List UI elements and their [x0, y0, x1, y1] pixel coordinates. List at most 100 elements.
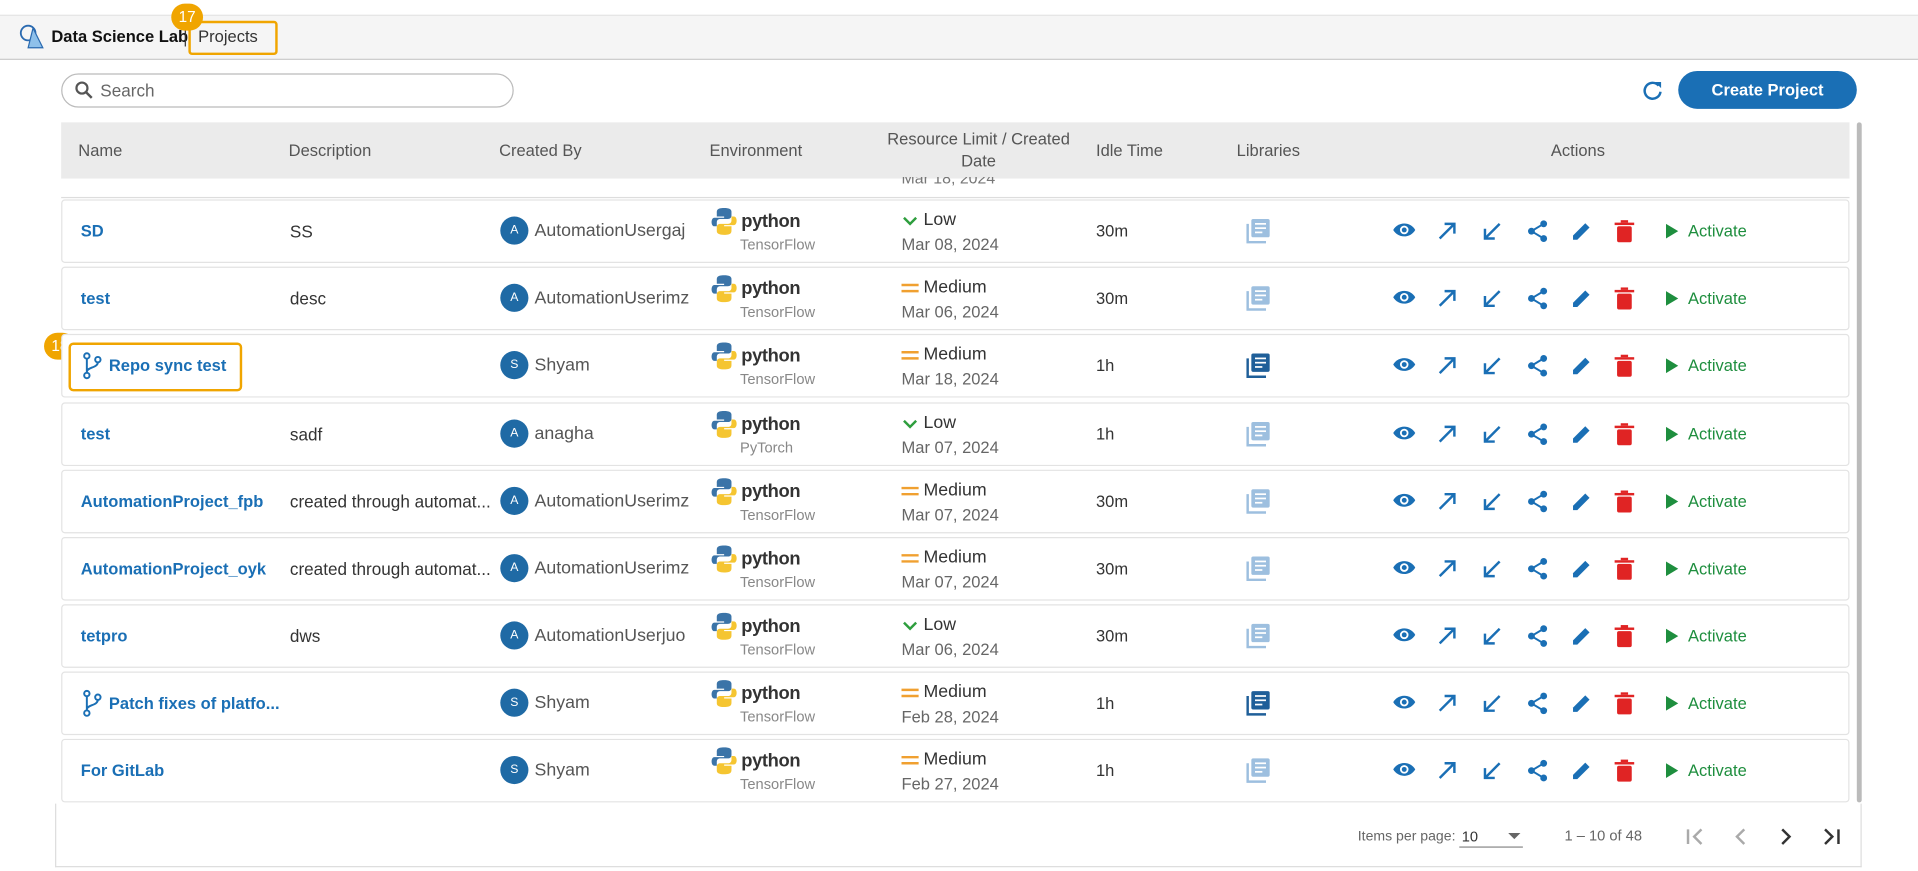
next-page-button[interactable]	[1776, 827, 1796, 847]
activate-action[interactable]: Activate	[1688, 492, 1747, 510]
libraries-icon[interactable]	[1246, 624, 1270, 648]
view-icon[interactable]	[1392, 558, 1416, 580]
project-name[interactable]: AutomationProject_oyk	[81, 560, 266, 578]
play-icon[interactable]	[1666, 696, 1678, 711]
page-size-arrow[interactable]	[1508, 833, 1520, 840]
edit-icon[interactable]	[1571, 220, 1595, 242]
delete-icon[interactable]	[1613, 220, 1637, 242]
delete-icon[interactable]	[1613, 558, 1637, 580]
push-icon[interactable]	[1436, 220, 1460, 242]
activate-action[interactable]: Activate	[1688, 425, 1747, 443]
pull-icon[interactable]	[1481, 760, 1505, 782]
edit-icon[interactable]	[1571, 355, 1595, 377]
libraries-icon[interactable]	[1246, 758, 1270, 782]
play-icon[interactable]	[1666, 224, 1678, 239]
play-icon[interactable]	[1666, 358, 1678, 373]
push-icon[interactable]	[1436, 760, 1460, 782]
project-name[interactable]: test	[81, 289, 110, 307]
push-icon[interactable]	[1436, 558, 1460, 580]
push-icon[interactable]	[1436, 355, 1460, 377]
push-icon[interactable]	[1436, 287, 1460, 309]
delete-icon[interactable]	[1613, 625, 1637, 647]
delete-icon[interactable]	[1613, 760, 1637, 782]
view-icon[interactable]	[1392, 491, 1416, 513]
edit-icon[interactable]	[1571, 423, 1595, 445]
pull-icon[interactable]	[1481, 692, 1505, 714]
play-icon[interactable]	[1666, 629, 1678, 644]
create-project-button[interactable]: Create Project	[1678, 71, 1857, 109]
project-name[interactable]: tetpro	[81, 627, 128, 645]
activate-action[interactable]: Activate	[1688, 694, 1747, 712]
libraries-icon[interactable]	[1246, 219, 1270, 243]
share-icon[interactable]	[1527, 220, 1551, 242]
view-icon[interactable]	[1392, 625, 1416, 647]
project-description: sadf	[290, 424, 322, 444]
refresh-icon[interactable]	[1642, 80, 1664, 102]
activate-action[interactable]: Activate	[1688, 560, 1747, 578]
share-icon[interactable]	[1527, 692, 1551, 714]
delete-icon[interactable]	[1613, 287, 1637, 309]
pull-icon[interactable]	[1481, 491, 1505, 513]
share-icon[interactable]	[1527, 760, 1551, 782]
share-icon[interactable]	[1527, 355, 1551, 377]
project-name[interactable]: AutomationProject_fpb	[81, 492, 264, 510]
activate-action[interactable]: Activate	[1688, 222, 1747, 240]
play-icon[interactable]	[1666, 291, 1678, 306]
libraries-icon[interactable]	[1246, 354, 1270, 378]
project-name[interactable]: For GitLab	[81, 761, 164, 779]
prev-page-button[interactable]	[1731, 827, 1751, 847]
activate-action[interactable]: Activate	[1688, 357, 1747, 375]
activate-action[interactable]: Activate	[1688, 761, 1747, 779]
first-page-button[interactable]	[1686, 827, 1706, 847]
edit-icon[interactable]	[1571, 692, 1595, 714]
page-size[interactable]: 10	[1462, 828, 1478, 845]
push-icon[interactable]	[1436, 491, 1460, 513]
push-icon[interactable]	[1436, 692, 1460, 714]
last-page-button[interactable]	[1821, 827, 1841, 847]
breadcrumb[interactable]: Projects	[198, 28, 258, 46]
play-icon[interactable]	[1666, 561, 1678, 576]
project-name[interactable]: test	[81, 425, 110, 443]
pull-icon[interactable]	[1481, 287, 1505, 309]
pull-icon[interactable]	[1481, 423, 1505, 445]
share-icon[interactable]	[1527, 423, 1551, 445]
play-icon[interactable]	[1666, 763, 1678, 778]
pull-icon[interactable]	[1481, 355, 1505, 377]
edit-icon[interactable]	[1571, 558, 1595, 580]
view-icon[interactable]	[1392, 423, 1416, 445]
view-icon[interactable]	[1392, 287, 1416, 309]
activate-action[interactable]: Activate	[1688, 289, 1747, 307]
edit-icon[interactable]	[1571, 760, 1595, 782]
edit-icon[interactable]	[1571, 625, 1595, 647]
libraries-icon[interactable]	[1246, 691, 1270, 715]
push-icon[interactable]	[1436, 423, 1460, 445]
delete-icon[interactable]	[1613, 423, 1637, 445]
edit-icon[interactable]	[1571, 491, 1595, 513]
activate-action[interactable]: Activate	[1688, 627, 1747, 645]
edit-icon[interactable]	[1571, 287, 1595, 309]
libraries-icon[interactable]	[1246, 286, 1270, 310]
share-icon[interactable]	[1527, 287, 1551, 309]
delete-icon[interactable]	[1613, 692, 1637, 714]
project-name[interactable]: SD	[81, 222, 104, 240]
project-name[interactable]: Patch fixes of platfo...	[109, 694, 280, 712]
pull-icon[interactable]	[1481, 558, 1505, 580]
view-icon[interactable]	[1392, 220, 1416, 242]
delete-icon[interactable]	[1613, 491, 1637, 513]
play-icon[interactable]	[1666, 494, 1678, 509]
delete-icon[interactable]	[1613, 355, 1637, 377]
view-icon[interactable]	[1392, 760, 1416, 782]
pull-icon[interactable]	[1481, 220, 1505, 242]
share-icon[interactable]	[1527, 625, 1551, 647]
libraries-icon[interactable]	[1246, 489, 1270, 513]
project-name[interactable]: Repo sync test	[109, 357, 226, 375]
push-icon[interactable]	[1436, 625, 1460, 647]
share-icon[interactable]	[1527, 558, 1551, 580]
libraries-icon[interactable]	[1246, 557, 1270, 581]
view-icon[interactable]	[1392, 355, 1416, 377]
libraries-icon[interactable]	[1246, 422, 1270, 446]
pull-icon[interactable]	[1481, 625, 1505, 647]
view-icon[interactable]	[1392, 692, 1416, 714]
share-icon[interactable]	[1527, 491, 1551, 513]
play-icon[interactable]	[1666, 427, 1678, 442]
